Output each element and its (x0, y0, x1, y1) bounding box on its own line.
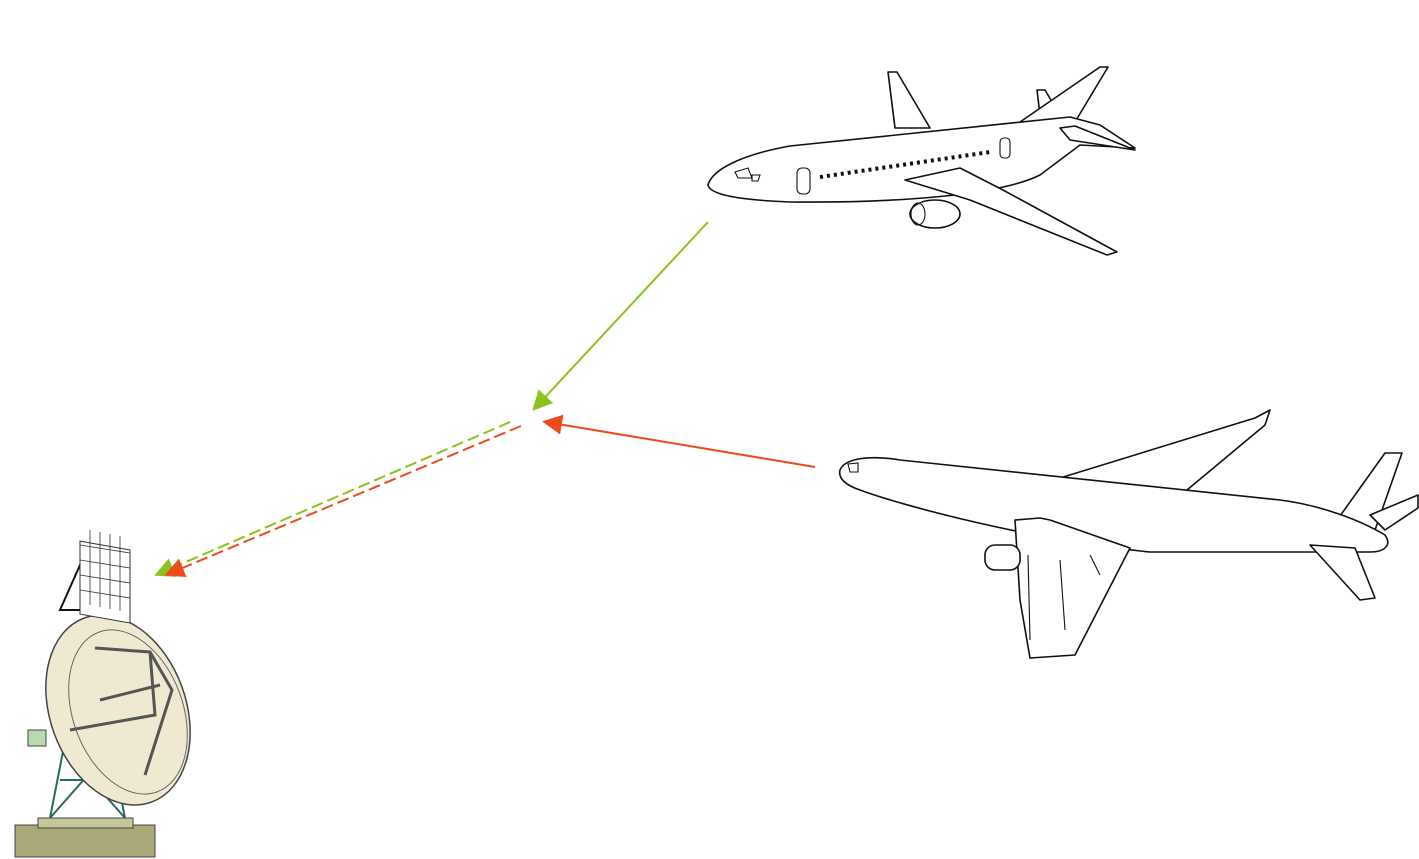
wing-near (1014, 517, 1131, 659)
wing-near (904, 167, 1118, 256)
dish-rim (68, 629, 188, 795)
tail-fin (1019, 66, 1109, 123)
dish-struts (69, 646, 174, 776)
wing-far (887, 71, 931, 129)
tail-stab-near (1309, 544, 1376, 601)
stabilizer (1059, 125, 1136, 151)
signal-arrow-red (542, 414, 816, 468)
wing-details (1027, 554, 1101, 641)
dish (45, 614, 191, 806)
engine (984, 544, 1021, 571)
panel-antenna (79, 540, 131, 624)
airplane-bottom (838, 409, 1419, 659)
engine-intake (910, 202, 926, 226)
airplane-top (707, 66, 1136, 256)
engine (909, 199, 961, 229)
cockpit (734, 167, 761, 182)
signal-arrow-green (532, 221, 709, 411)
feed-box (27, 729, 47, 747)
door-front (796, 167, 811, 195)
tail-stab-far (1369, 494, 1419, 531)
base (14, 824, 156, 858)
fuselage (838, 456, 1389, 553)
panel-grid (79, 530, 131, 611)
relay-arrow-green (154, 421, 511, 577)
door-rear (999, 137, 1011, 159)
radar-station (14, 530, 191, 858)
relay-arrow-red (164, 425, 522, 578)
plinth (37, 817, 134, 829)
windows (819, 150, 991, 179)
cockpit (847, 462, 859, 473)
